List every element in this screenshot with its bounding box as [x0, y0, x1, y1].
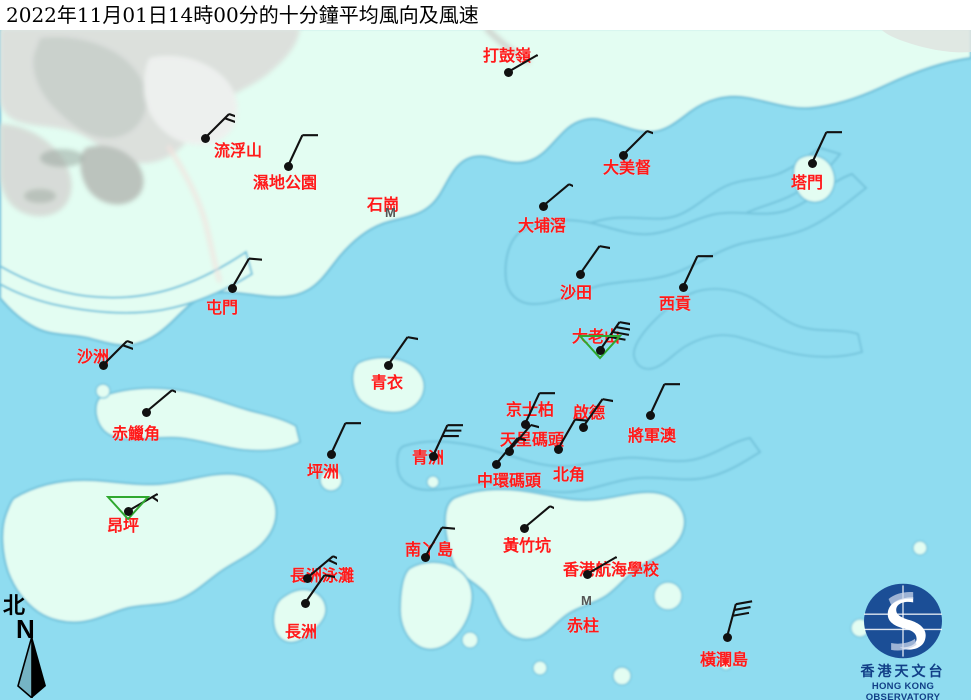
station-label: 啟德: [573, 403, 606, 422]
gale-triangle-marker: [106, 496, 150, 521]
station-label: 濕地公園: [253, 173, 318, 192]
station-label: 赤柱: [567, 616, 600, 635]
station-dot: [428, 451, 438, 461]
station-label: 北角: [553, 465, 586, 484]
station-dot: [300, 598, 310, 608]
station-dot: [503, 67, 513, 77]
station-dot: [383, 360, 393, 370]
page-title: 2022年11月01日14時00分的十分鐘平均風向及風速: [6, 3, 479, 27]
station-dot: [520, 419, 530, 429]
station-dot: [538, 201, 548, 211]
mainland-fringe: [880, 28, 971, 53]
station-dot: [326, 449, 336, 459]
station-label: 塔門: [791, 173, 824, 192]
station-label: 打鼓嶺: [483, 46, 532, 65]
station-dot: [578, 422, 588, 432]
compass-label-zh: 北: [3, 593, 26, 619]
station-label: 黃竹坑: [503, 536, 552, 555]
station-dot: [200, 133, 210, 143]
station-dot: [227, 283, 237, 293]
station-m-marker: M: [385, 205, 396, 220]
station-label: 昂坪: [107, 516, 140, 535]
station-label: 沙田: [560, 283, 593, 302]
station-dot: [98, 360, 108, 370]
station-label: 京士柏: [506, 400, 555, 419]
station-dot: [141, 407, 151, 417]
title-bar: 2022年11月01日14時00分的十分鐘平均風向及風速: [0, 0, 971, 30]
station-dot: [283, 161, 293, 171]
station-label: 中環碼頭: [477, 471, 542, 490]
logo-name-zh: 香港天文台: [860, 664, 946, 680]
station-dot: [553, 444, 563, 454]
map-canvas[interactable]: [0, 28, 971, 700]
station-label: 青衣: [371, 373, 404, 392]
station-label: 橫瀾島: [700, 650, 749, 669]
hko-logo: 香港天文台 HONG KONG OBSERVATORY: [838, 582, 968, 700]
station-label: 屯門: [206, 298, 239, 317]
north-arrow-icon: [17, 636, 46, 698]
compass-label-en: N: [16, 614, 35, 644]
station-dot: [504, 446, 514, 456]
station-dot: [519, 523, 529, 533]
station-label: 坪洲: [307, 462, 340, 481]
station-dot: [575, 269, 585, 279]
station-label: 長洲泳灘: [290, 566, 355, 585]
station-dot: [123, 506, 133, 516]
station-label: 西貢: [659, 294, 692, 313]
logo-name-en: HONG KONG OBSERVATORY: [865, 681, 941, 700]
station-label: 青洲: [412, 448, 445, 467]
station-dot: [302, 573, 312, 583]
station-label: 石崗: [367, 195, 400, 214]
station-dot: [582, 569, 592, 579]
station-dot: [595, 345, 605, 355]
station-label: 長洲: [285, 622, 318, 641]
station-label: 將軍澳: [628, 426, 677, 445]
map-graphics: [0, 28, 971, 700]
station-label: 大美督: [603, 158, 652, 177]
station-label: 流浮山: [214, 141, 263, 160]
station-dot: [807, 158, 817, 168]
hko-logo-icon: [864, 583, 942, 659]
station-label: 香港航海學校: [563, 560, 660, 579]
station-label: 大埔滘: [518, 216, 567, 235]
station-dot: [618, 150, 628, 160]
station-label: 赤鱲角: [112, 424, 161, 443]
station-dot: [678, 282, 688, 292]
station-dot: [491, 459, 501, 469]
station-dot: [420, 552, 430, 562]
station-m-marker: M: [581, 593, 592, 608]
gale-triangle-marker: [578, 335, 622, 360]
station-dot: [722, 632, 732, 642]
station-dot: [645, 410, 655, 420]
compass-rose: 北 N: [2, 588, 74, 698]
